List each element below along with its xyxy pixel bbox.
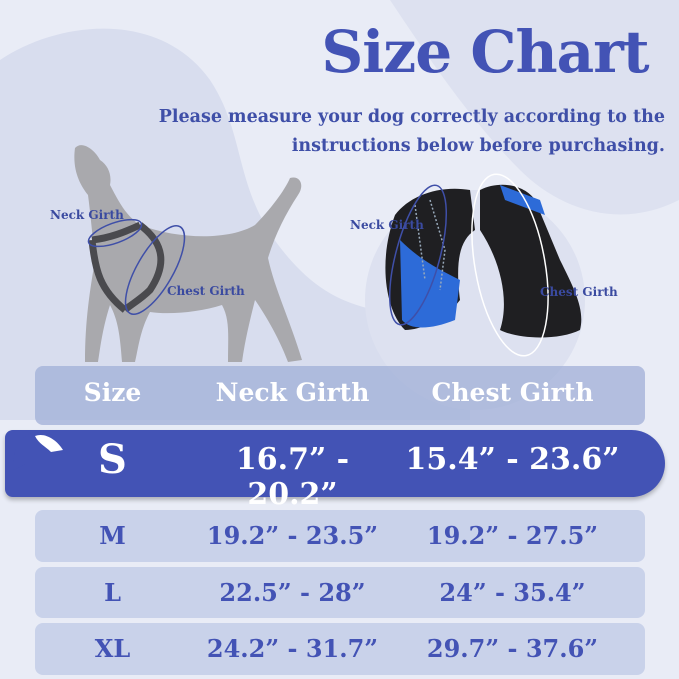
dog-head-icon [13, 432, 67, 470]
subtitle: Please measure your dog correctly accord… [105, 103, 665, 161]
table-row: M 19.2” - 23.5” 19.2” - 27.5” [35, 510, 645, 562]
size-cell: S [98, 436, 127, 483]
neck-cell: 19.2” - 23.5” [206, 521, 379, 550]
chest-cell: 29.7” - 37.6” [426, 634, 599, 663]
column-header-chest: Chest Girth [431, 378, 594, 407]
size-cell: M [99, 521, 126, 550]
table-row: XL 24.2” - 31.7” 29.7” - 37.6” [35, 623, 645, 675]
subtitle-line-2: instructions below before purchasing. [291, 136, 665, 156]
table-row-s-highlighted: S 16.7” - 20.2” 15.4” - 23.6” [5, 430, 665, 512]
neck-cell: 24.2” - 31.7” [206, 634, 379, 663]
table-header: Size Neck Girth Chest Girth [35, 366, 645, 425]
dog-chest-girth-label: Chest Girth [167, 284, 245, 298]
chest-cell: 19.2” - 27.5” [426, 521, 599, 550]
harness-chest-girth-label: Chest Girth [540, 285, 618, 299]
column-header-size: Size [83, 378, 142, 407]
neck-cell: 22.5” - 28” [219, 578, 366, 607]
dog-neck-girth-label: Neck Girth [50, 208, 124, 222]
neck-cell: 16.7” - 20.2” [235, 442, 350, 512]
harness-neck-girth-label: Neck Girth [350, 218, 424, 232]
chest-cell: 15.4” - 23.6” [405, 442, 620, 477]
harness-image [385, 173, 582, 357]
size-cell: XL [94, 634, 131, 663]
column-header-neck: Neck Girth [215, 378, 370, 407]
chest-cell: 24” - 35.4” [439, 578, 586, 607]
page-title: Size Chart [321, 18, 649, 86]
dog-harness-drawing [88, 221, 165, 313]
table-row: L 22.5” - 28” 24” - 35.4” [35, 567, 645, 618]
size-cell: L [104, 578, 121, 607]
subtitle-line-1: Please measure your dog correctly accord… [158, 107, 665, 127]
